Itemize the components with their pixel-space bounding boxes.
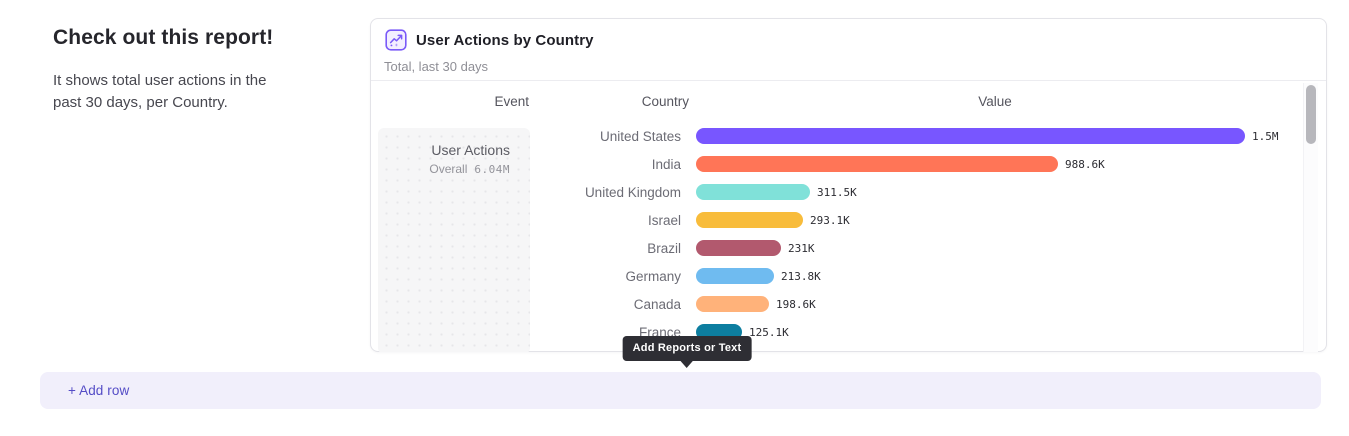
table-row[interactable]: Canada 198.6K bbox=[371, 290, 1301, 318]
value-bar bbox=[696, 240, 781, 256]
country-label: Israel bbox=[647, 212, 681, 228]
event-name: User Actions bbox=[431, 142, 510, 158]
value-label: 213.8K bbox=[781, 269, 821, 283]
insights-chart-icon bbox=[385, 29, 407, 51]
add-reports-tooltip: Add Reports or Text bbox=[622, 336, 752, 368]
value-label: 311.5K bbox=[817, 185, 857, 199]
column-header-value: Value bbox=[978, 94, 1012, 109]
bar-rows: United States 1.5M India 988.6K United K… bbox=[371, 122, 1301, 346]
tooltip-label: Add Reports or Text bbox=[632, 342, 742, 354]
add-row-label: + Add row bbox=[68, 383, 130, 398]
event-overall: Overall 6.04M bbox=[378, 162, 510, 176]
country-label: India bbox=[651, 156, 681, 172]
add-row-button[interactable]: + Add row bbox=[40, 372, 1321, 409]
report-table: Event Country Value User Actions Overall… bbox=[371, 81, 1326, 352]
overall-value: 6.04M bbox=[474, 163, 510, 176]
country-label: United Kingdom bbox=[584, 184, 681, 200]
value-bar bbox=[696, 296, 769, 312]
country-label: France bbox=[638, 324, 681, 340]
value-label: 1.5M bbox=[1252, 129, 1279, 143]
column-header-country: Country bbox=[641, 94, 689, 109]
value-label: 988.6K bbox=[1065, 157, 1105, 171]
report-card[interactable]: User Actions by Country Total, last 30 d… bbox=[370, 18, 1327, 352]
country-label: Germany bbox=[625, 268, 681, 284]
value-bar bbox=[696, 268, 774, 284]
value-bar bbox=[696, 128, 1245, 144]
report-card-header: User Actions by Country Total, last 30 d… bbox=[371, 19, 1326, 81]
table-row[interactable]: India 988.6K bbox=[371, 150, 1301, 178]
scrollbar-thumb[interactable] bbox=[1306, 85, 1316, 144]
column-header-event: Event bbox=[494, 94, 529, 109]
vertical-scrollbar[interactable] bbox=[1303, 83, 1318, 352]
overall-label: Overall bbox=[429, 162, 468, 176]
value-label: 231K bbox=[788, 241, 815, 255]
value-label: 293.1K bbox=[810, 213, 850, 227]
table-row[interactable]: Brazil 231K bbox=[371, 234, 1301, 262]
report-title: User Actions by Country bbox=[416, 32, 594, 49]
table-row[interactable]: United States 1.5M bbox=[371, 122, 1301, 150]
value-bar bbox=[696, 156, 1058, 172]
table-row[interactable]: Israel 293.1K bbox=[371, 206, 1301, 234]
country-label: Brazil bbox=[647, 240, 681, 256]
text-cell[interactable]: Check out this report! It shows total us… bbox=[53, 26, 313, 114]
text-cell-body: It shows total user actions in the past … bbox=[53, 72, 267, 111]
table-row[interactable]: Germany 213.8K bbox=[371, 262, 1301, 290]
value-bar bbox=[696, 184, 810, 200]
event-cell: User Actions Overall 6.04M bbox=[378, 128, 530, 352]
tooltip-arrow bbox=[680, 360, 694, 368]
country-label: Canada bbox=[633, 296, 681, 312]
value-bar bbox=[696, 212, 803, 228]
table-row[interactable]: France 125.1K bbox=[371, 318, 1301, 346]
value-label: 125.1K bbox=[749, 325, 789, 339]
table-row[interactable]: United Kingdom 311.5K bbox=[371, 178, 1301, 206]
text-cell-heading: Check out this report! bbox=[53, 26, 274, 49]
value-label: 198.6K bbox=[776, 297, 816, 311]
report-subtitle: Total, last 30 days bbox=[384, 59, 489, 74]
country-label: United States bbox=[599, 128, 681, 144]
